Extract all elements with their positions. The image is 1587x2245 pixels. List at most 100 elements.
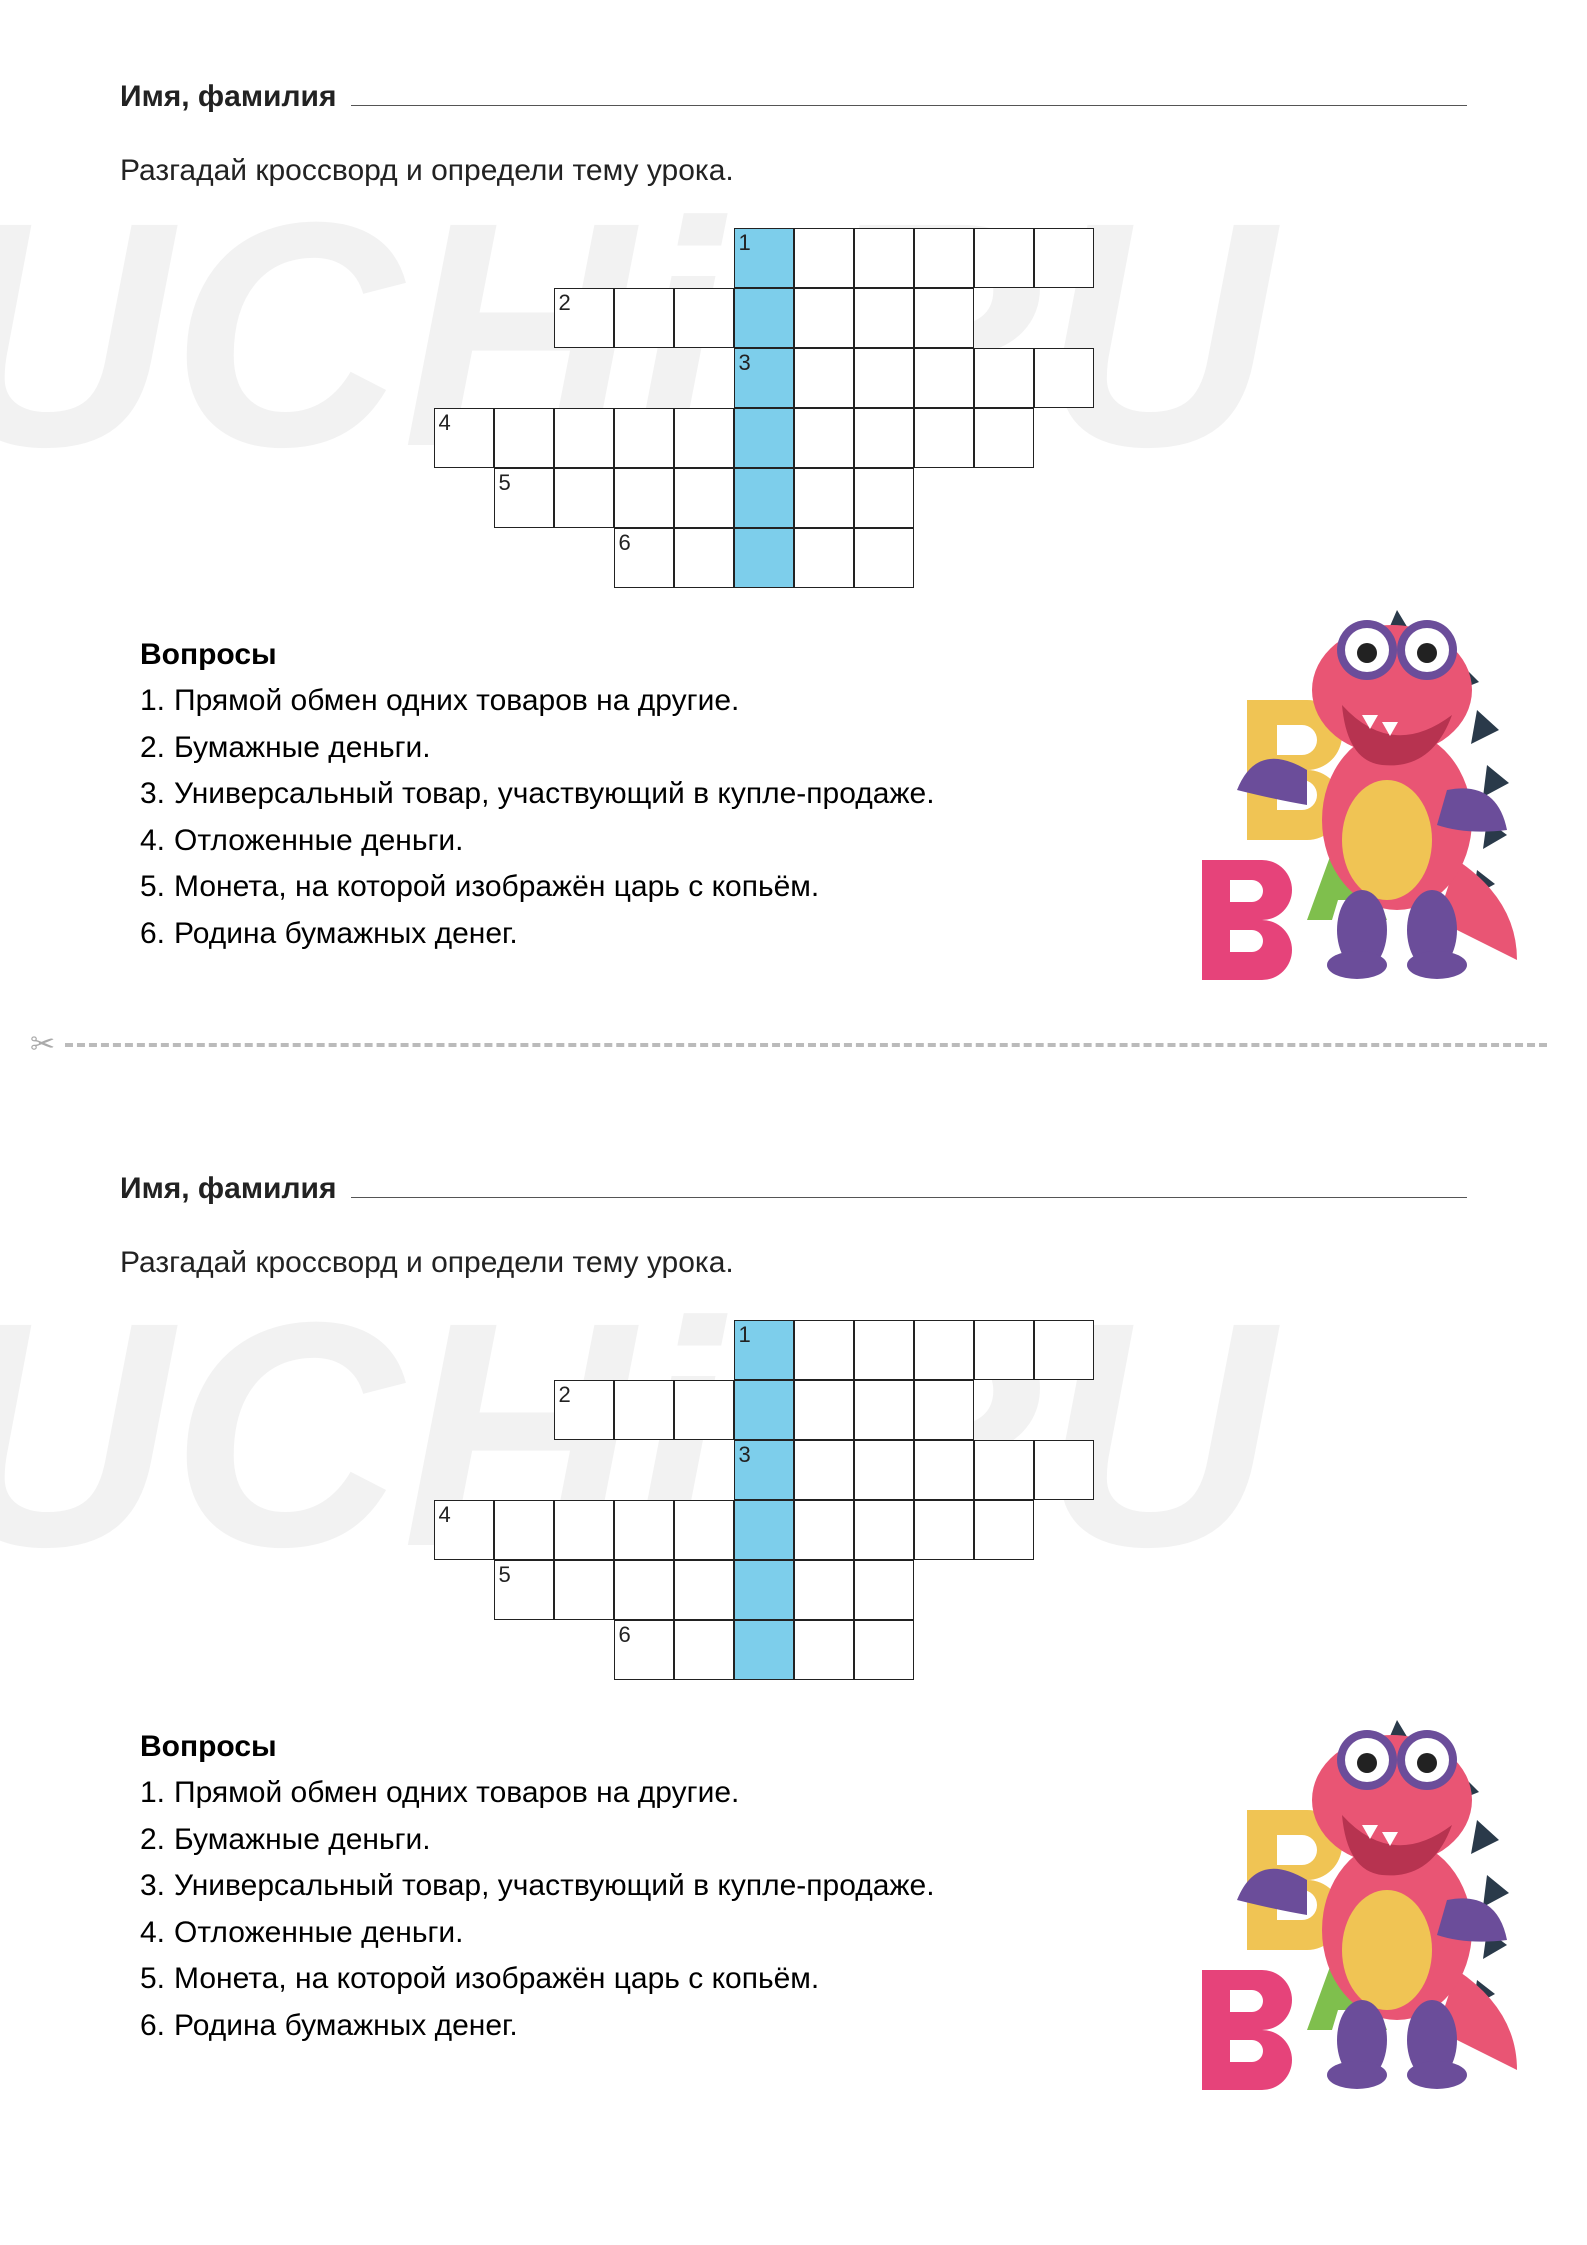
crossword-cell[interactable] — [734, 468, 794, 528]
crossword-cell[interactable] — [614, 1560, 674, 1620]
crossword-cell[interactable] — [854, 1320, 914, 1380]
cell-number: 6 — [619, 530, 631, 556]
crossword-cell[interactable] — [794, 1380, 854, 1440]
crossword-cell[interactable] — [734, 528, 794, 588]
crossword-cell[interactable] — [674, 1380, 734, 1440]
question-text: Монета, на которой изображён царь с копь… — [174, 864, 819, 911]
crossword-cell[interactable]: 1 — [734, 1320, 794, 1380]
crossword-cell[interactable] — [734, 1560, 794, 1620]
name-input-line[interactable] — [351, 1197, 1467, 1198]
crossword-cell[interactable]: 1 — [734, 228, 794, 288]
crossword-cell[interactable] — [734, 288, 794, 348]
crossword-cell[interactable] — [1034, 1320, 1094, 1380]
question-item: 2. Бумажные деньги. — [140, 1817, 1467, 1864]
crossword-cell[interactable] — [914, 288, 974, 348]
crossword-cell[interactable] — [734, 1620, 794, 1680]
crossword-cell[interactable] — [974, 408, 1034, 468]
crossword-cell[interactable] — [854, 1560, 914, 1620]
crossword-cell[interactable] — [854, 348, 914, 408]
crossword-cell[interactable] — [494, 408, 554, 468]
crossword-cell[interactable] — [914, 1320, 974, 1380]
crossword-cell[interactable]: 2 — [554, 1380, 614, 1440]
question-number: 5. — [140, 1956, 174, 2003]
crossword-cell[interactable] — [854, 228, 914, 288]
crossword-cell[interactable] — [794, 1620, 854, 1680]
crossword-cell[interactable] — [914, 1380, 974, 1440]
crossword-cell[interactable] — [614, 288, 674, 348]
crossword-cell[interactable] — [794, 1500, 854, 1560]
crossword-cell[interactable] — [794, 228, 854, 288]
crossword-grid[interactable]: 1 2 3 45 6 — [434, 1320, 1154, 1680]
crossword-cell[interactable] — [974, 1440, 1034, 1500]
crossword-cell[interactable]: 3 — [734, 348, 794, 408]
crossword-cell[interactable] — [914, 348, 974, 408]
crossword-cell[interactable] — [854, 288, 914, 348]
crossword-cell[interactable] — [914, 1500, 974, 1560]
crossword-cell[interactable] — [674, 1500, 734, 1560]
crossword-cell[interactable] — [854, 1440, 914, 1500]
crossword-cell[interactable]: 5 — [494, 468, 554, 528]
question-text: Прямой обмен одних товаров на другие. — [174, 1770, 739, 1817]
crossword-cell[interactable] — [794, 468, 854, 528]
crossword-cell[interactable] — [794, 1440, 854, 1500]
cell-number: 6 — [619, 1622, 631, 1648]
crossword-cell[interactable] — [734, 1500, 794, 1560]
crossword-cell[interactable] — [1034, 1440, 1094, 1500]
crossword-cell[interactable] — [914, 408, 974, 468]
crossword-cell[interactable] — [794, 528, 854, 588]
crossword-cell[interactable] — [614, 408, 674, 468]
crossword-cell[interactable] — [794, 288, 854, 348]
crossword-cell[interactable] — [794, 1560, 854, 1620]
crossword-cell[interactable]: 4 — [434, 408, 494, 468]
crossword-cell[interactable] — [854, 528, 914, 588]
crossword-cell[interactable]: 6 — [614, 1620, 674, 1680]
crossword-cell[interactable] — [614, 468, 674, 528]
crossword-cell[interactable] — [854, 1500, 914, 1560]
crossword-cell[interactable] — [734, 1380, 794, 1440]
crossword-cell[interactable] — [974, 1320, 1034, 1380]
crossword-cell[interactable] — [734, 408, 794, 468]
crossword-cell[interactable] — [554, 1560, 614, 1620]
question-item: 3. Универсальный товар, участвующий в ку… — [140, 771, 1467, 818]
name-input-line[interactable] — [351, 105, 1467, 106]
crossword-cell[interactable] — [674, 288, 734, 348]
crossword-cell[interactable] — [974, 1500, 1034, 1560]
crossword-grid[interactable]: 1 2 3 45 6 — [434, 228, 1154, 588]
question-item: 4. Отложенные деньги. — [140, 818, 1467, 865]
crossword-cell[interactable]: 6 — [614, 528, 674, 588]
crossword-cell[interactable] — [674, 468, 734, 528]
questions-section: Вопросы 1. Прямой обмен одних товаров на… — [120, 638, 1467, 957]
crossword-cell[interactable] — [1034, 228, 1094, 288]
crossword-cell[interactable] — [614, 1380, 674, 1440]
crossword-cell[interactable]: 4 — [434, 1500, 494, 1560]
crossword-cell[interactable] — [494, 1500, 554, 1560]
crossword-cell[interactable] — [794, 408, 854, 468]
crossword-cell[interactable] — [974, 228, 1034, 288]
crossword-cell[interactable] — [914, 228, 974, 288]
crossword-cell[interactable] — [974, 348, 1034, 408]
crossword-cell[interactable] — [674, 1560, 734, 1620]
question-text: Универсальный товар, участвующий в купле… — [174, 771, 935, 818]
crossword-cell[interactable] — [674, 1620, 734, 1680]
crossword-cell[interactable] — [614, 1500, 674, 1560]
crossword-cell[interactable] — [794, 348, 854, 408]
crossword-cell[interactable]: 2 — [554, 288, 614, 348]
crossword-cell[interactable] — [674, 408, 734, 468]
crossword-cell[interactable] — [854, 1380, 914, 1440]
crossword-cell[interactable] — [914, 1440, 974, 1500]
crossword-cell[interactable] — [854, 1620, 914, 1680]
crossword-cell[interactable] — [854, 408, 914, 468]
crossword-cell[interactable]: 3 — [734, 1440, 794, 1500]
crossword-cell[interactable] — [554, 468, 614, 528]
crossword-cell[interactable] — [674, 528, 734, 588]
crossword-cell[interactable] — [554, 1500, 614, 1560]
crossword-cell[interactable]: 5 — [494, 1560, 554, 1620]
cell-number: 2 — [559, 1382, 571, 1408]
questions-heading: Вопросы — [140, 1730, 1467, 1764]
crossword-cell[interactable] — [794, 1320, 854, 1380]
crossword-cell[interactable] — [1034, 348, 1094, 408]
crossword-cell[interactable] — [554, 408, 614, 468]
question-number: 2. — [140, 725, 174, 772]
crossword-cell[interactable] — [854, 468, 914, 528]
question-text: Универсальный товар, участвующий в купле… — [174, 1863, 935, 1910]
